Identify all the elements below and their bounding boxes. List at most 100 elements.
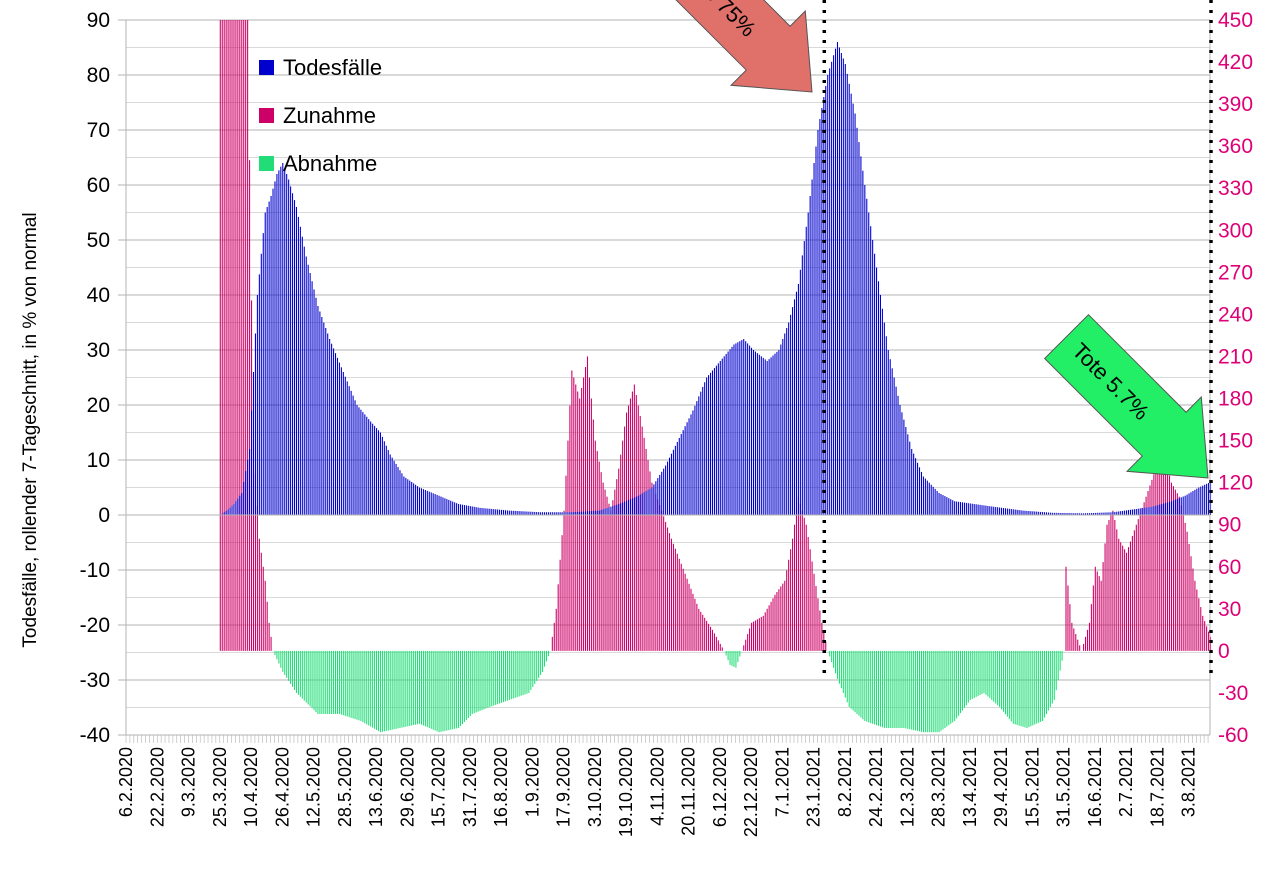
bar-todesfaelle <box>735 343 737 515</box>
bar-abnahme <box>1034 650 1036 725</box>
bar-todesfaelle <box>561 512 563 515</box>
bar-todesfaelle <box>895 386 897 515</box>
bar-abnahme <box>958 650 960 716</box>
bar-zunahme <box>639 416 641 651</box>
bar-abnahme <box>481 650 483 711</box>
bar-abnahme <box>467 650 469 718</box>
bar-zunahme <box>659 505 661 651</box>
bar-abnahme <box>475 650 477 713</box>
bar-todesfaelle <box>1198 487 1200 515</box>
bar-abnahme <box>459 650 462 726</box>
bar-abnahme <box>932 650 934 733</box>
bar-todesfaelle <box>758 354 760 515</box>
bar-abnahme <box>536 650 538 681</box>
bar-todesfaelle <box>932 486 934 515</box>
y-right-tick-label: 420 <box>1218 51 1253 74</box>
bar-abnahme <box>829 650 831 657</box>
bar-abnahme <box>530 650 532 690</box>
bar-abnahme <box>858 650 860 716</box>
bar-abnahme <box>922 650 924 733</box>
bar-todesfaelle <box>413 483 415 515</box>
bar-abnahme <box>299 650 301 697</box>
bar-zunahme <box>743 645 745 651</box>
bar-abnahme <box>497 650 499 705</box>
bar-zunahme <box>749 628 751 651</box>
bar-abnahme <box>926 650 928 733</box>
bar-zunahme <box>1108 520 1110 651</box>
x-tick-label: 20.11.2020 <box>679 747 699 836</box>
bar-todesfaelle <box>1018 510 1020 515</box>
bar-todesfaelle <box>479 507 481 515</box>
bar-zunahme <box>254 473 256 651</box>
bar-todesfaelle <box>1126 510 1128 515</box>
bar-abnahme <box>389 650 391 731</box>
bar-abnahme <box>372 650 374 728</box>
bar-zunahme <box>778 589 780 651</box>
bar-todesfaelle <box>1071 513 1073 515</box>
bar-zunahme <box>647 460 649 651</box>
bar-todesfaelle <box>555 512 557 515</box>
bar-zunahme <box>571 370 573 651</box>
bar-todesfaelle <box>846 73 848 516</box>
bar-abnahme <box>520 650 522 696</box>
bar-abnahme <box>282 650 284 672</box>
bar-zunahme <box>764 612 766 651</box>
bar-todesfaelle <box>374 425 376 515</box>
bar-todesfaelle <box>303 246 305 515</box>
bar-abnahme <box>731 650 733 666</box>
bar-todesfaelle <box>557 512 559 515</box>
x-tick-label: 12.3.2021 <box>897 747 917 827</box>
bar-todesfaelle <box>709 372 712 515</box>
bar-abnahme <box>981 650 983 694</box>
bar-abnahme <box>989 650 991 699</box>
bar-abnahme <box>1059 650 1061 671</box>
bar-todesfaelle <box>678 438 680 515</box>
bar-abnahme <box>543 650 546 667</box>
bar-zunahme <box>235 20 237 651</box>
bar-zunahme <box>803 517 805 651</box>
bar-abnahme <box>364 650 366 724</box>
bar-zunahme <box>1094 566 1096 651</box>
bar-abnahme <box>840 650 842 689</box>
x-tick-label: 1.9.2020 <box>522 747 542 817</box>
x-tick-label: 25.3.2020 <box>210 747 230 827</box>
bar-todesfaelle <box>924 478 926 515</box>
bar-abnahme <box>426 650 428 728</box>
y-left-tick-labels: 90 80 70 60 50 40 30 20 10 0 -10 -20 -30 -40 <box>80 9 126 747</box>
bar-todesfaelle <box>301 236 303 515</box>
bar-zunahme <box>229 20 231 651</box>
bar-todesfaelle <box>674 445 676 515</box>
bar-todesfaelle <box>321 317 323 515</box>
bar-todesfaelle <box>797 284 799 515</box>
y-right-tick-label: 330 <box>1218 177 1253 200</box>
bar-todesfaelle <box>827 75 829 515</box>
bar-abnahme <box>889 650 891 728</box>
bar-abnahme <box>864 650 866 721</box>
bar-abnahme <box>430 650 432 729</box>
bar-todesfaelle <box>985 505 987 515</box>
bar-todesfaelle <box>963 502 965 515</box>
bar-zunahme <box>594 440 596 651</box>
bar-abnahme <box>360 650 362 721</box>
bar-todesfaelle <box>1118 511 1120 515</box>
bar-todesfaelle <box>833 55 835 515</box>
bar-todesfaelle <box>538 512 540 515</box>
bar-zunahme <box>776 592 778 651</box>
bar-todesfaelle <box>807 212 809 515</box>
bar-todesfaelle <box>545 512 548 515</box>
bar-abnahme <box>737 650 739 663</box>
bar-abnahme <box>518 650 520 697</box>
bar-abnahme <box>538 650 540 678</box>
bar-zunahme <box>1200 607 1202 651</box>
bar-zunahme <box>772 598 774 651</box>
bar-abnahme <box>938 650 940 733</box>
bar-zunahme <box>604 489 606 651</box>
bar-todesfaelle <box>251 410 253 515</box>
x-tick-label: 28.5.2020 <box>335 747 355 827</box>
bar-todesfaelle <box>975 504 977 515</box>
bar-todesfaelle <box>915 458 917 515</box>
bar-todesfaelle <box>399 470 401 515</box>
bar-todesfaelle <box>364 414 366 515</box>
bar-todesfaelle <box>1161 504 1163 515</box>
bar-abnahme <box>512 650 514 699</box>
